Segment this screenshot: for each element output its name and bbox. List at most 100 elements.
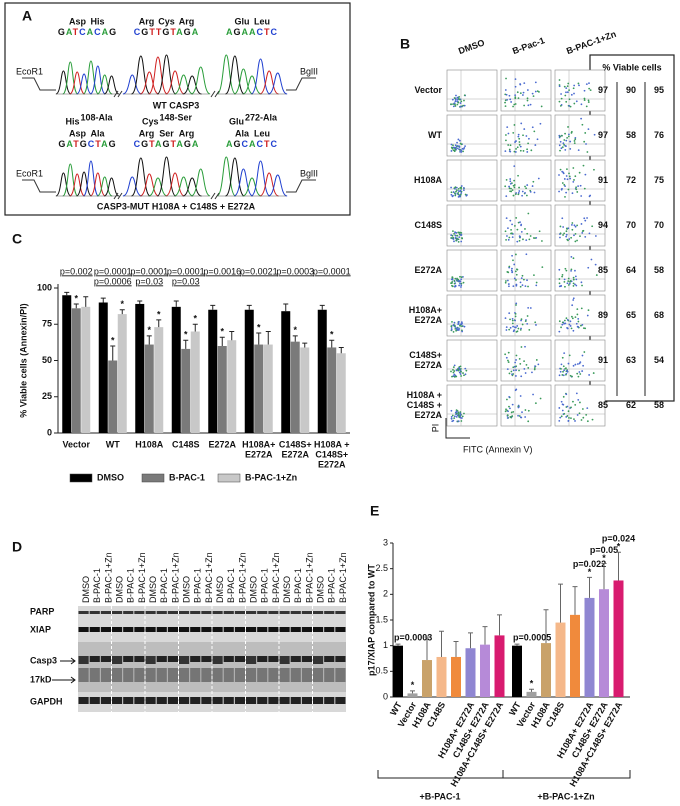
bar (480, 644, 490, 697)
flow-plot (554, 294, 606, 337)
band (145, 697, 156, 704)
flow-event (508, 150, 511, 153)
band (179, 611, 190, 614)
flow-event (506, 414, 509, 417)
band (78, 668, 89, 682)
band (301, 668, 312, 682)
lane-label: DMSO (148, 576, 158, 603)
viable-value: 70 (626, 220, 636, 230)
flow-event (588, 374, 591, 376)
flow-event (520, 375, 523, 378)
flow-event (456, 141, 458, 144)
flow-event (459, 282, 461, 285)
flow-event (463, 104, 466, 107)
flow-event (559, 135, 562, 138)
flow-event (527, 212, 530, 215)
row-label: E272A (414, 315, 442, 325)
flow-event (568, 98, 571, 101)
bar (512, 645, 522, 697)
error-bar (587, 576, 592, 598)
bar (494, 635, 505, 697)
flow-event (514, 361, 517, 364)
lane-label: DMSO (181, 576, 191, 603)
flow-event (517, 97, 520, 100)
flow-event (577, 317, 580, 320)
significance-star: * (120, 299, 124, 309)
bar (71, 308, 81, 433)
flow-event (460, 420, 463, 422)
flow-event (584, 235, 587, 238)
flow-event (515, 268, 518, 271)
trace-title: CASP3-MUT H108A + C148S + E272A (97, 201, 256, 211)
flow-event (565, 373, 567, 376)
y-tick-label: 50 (42, 355, 52, 365)
flow-plot (554, 249, 606, 292)
flow-event (458, 146, 461, 148)
error-bar (439, 630, 444, 657)
flow-event (577, 320, 580, 323)
flow-event (567, 362, 570, 365)
band (134, 697, 145, 704)
legend-label: B-PAC-1+Zn (245, 472, 297, 482)
flow-event (519, 285, 522, 288)
flow-event (459, 280, 461, 282)
legend-label: DMSO (97, 472, 124, 482)
flow-event (574, 363, 577, 366)
flow-event (569, 325, 572, 327)
lane-label: DMSO (315, 576, 325, 603)
flow-event (450, 409, 453, 412)
x-tick-label: C148S+ (279, 439, 312, 449)
band (179, 656, 190, 664)
flow-event (566, 405, 569, 408)
flow-event (450, 193, 453, 196)
flow-event (456, 103, 459, 106)
row-label: E272A (414, 360, 442, 370)
lane-label: DMSO (248, 576, 258, 603)
flow-event (564, 144, 567, 147)
bar (154, 327, 164, 433)
flow-event (570, 255, 573, 258)
chromatogram-peak (156, 54, 177, 95)
flow-event (505, 408, 507, 411)
flow-event (456, 234, 459, 237)
chromatogram-peak (216, 156, 237, 197)
significance-star: * (602, 553, 606, 563)
flow-event (454, 234, 457, 237)
error-bar (302, 342, 308, 348)
flow-event (576, 414, 579, 416)
flow-event (558, 407, 561, 409)
flow-event (565, 416, 568, 418)
lane-label: DMSO (215, 576, 225, 603)
flow-event (572, 167, 575, 169)
flow-event (587, 266, 590, 269)
flow-event (512, 325, 514, 328)
chromatogram-peak (55, 70, 72, 95)
chromatogram-peak (174, 176, 194, 197)
bar (327, 347, 337, 433)
flow-event (513, 329, 516, 332)
flow-event (517, 193, 520, 196)
band (301, 611, 312, 614)
flow-event (515, 273, 518, 276)
flow-event (509, 178, 512, 180)
p-value: p=0.0001 (167, 266, 205, 276)
site-label: BglII (300, 168, 318, 178)
break-mark (214, 192, 220, 200)
flow-event (565, 91, 567, 94)
flow-event (454, 194, 457, 197)
flow-event (595, 274, 598, 276)
flow-event (538, 91, 540, 93)
flow-event (561, 323, 564, 326)
flow-event (592, 372, 595, 374)
flow-event (463, 99, 465, 102)
break-mark (117, 192, 123, 200)
band (78, 611, 89, 614)
chromatogram-peak (82, 60, 99, 95)
flow-event (510, 411, 513, 414)
flow-event (539, 122, 542, 125)
flow-event (578, 84, 580, 87)
flow-event (526, 148, 529, 151)
flow-event (459, 414, 462, 417)
significance-star: * (257, 322, 261, 332)
panel-label: C (12, 231, 22, 247)
